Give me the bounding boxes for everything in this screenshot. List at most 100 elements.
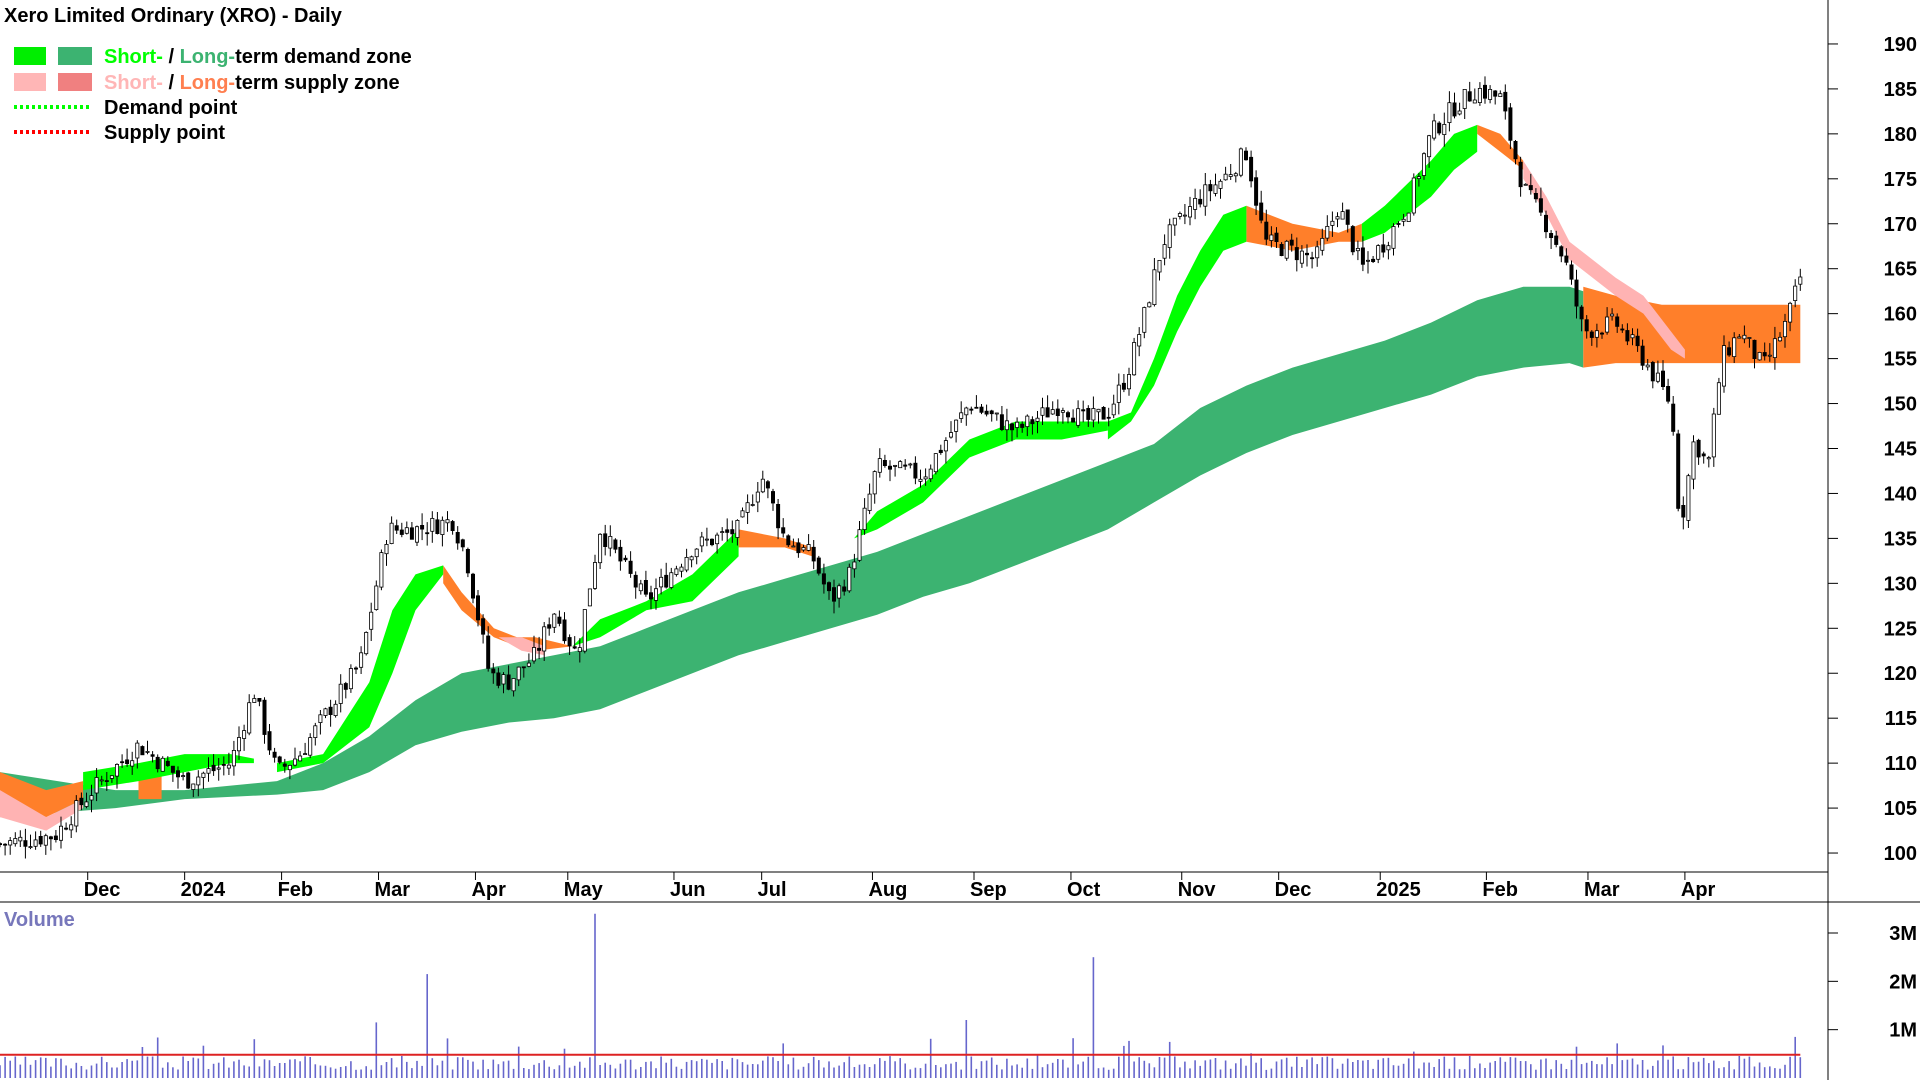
candle-body [989, 410, 994, 415]
candle-body [1666, 385, 1671, 402]
candle-body [786, 535, 791, 546]
candle-body [643, 580, 648, 595]
x-tick-label: Jul [758, 879, 787, 901]
candle-body [308, 737, 313, 756]
candle-body [3, 843, 8, 846]
candle-body [613, 539, 618, 550]
candle-body [562, 619, 567, 642]
candle-body [1386, 245, 1391, 251]
candle-body [135, 742, 140, 759]
candle-body [1579, 306, 1584, 320]
candle-body [59, 825, 64, 841]
candle-body [404, 527, 409, 534]
candle-body [221, 764, 226, 766]
short-term-demand-zone [83, 754, 254, 791]
candle-body [333, 703, 338, 716]
candle-body [1447, 102, 1452, 123]
candle-body [48, 836, 53, 840]
legend-swatch-short [14, 47, 46, 65]
short-term-demand-zone [277, 565, 444, 773]
legend-label: Demand point [104, 97, 238, 119]
candle-body [1376, 245, 1381, 260]
legend-swatch-long [58, 47, 92, 65]
candle-body [1528, 185, 1533, 191]
candle-body [816, 557, 821, 574]
candle-body [196, 776, 201, 786]
candle-body [94, 777, 99, 794]
legend: Short- / Long-term demand zone Short- / L… [14, 46, 412, 144]
candle-body [1706, 457, 1711, 460]
candle-body [1783, 320, 1788, 338]
candle-body [247, 702, 252, 734]
candle-body [481, 618, 486, 635]
candle-body [1711, 413, 1716, 458]
y-tick-label: 130 [1884, 573, 1917, 595]
candle-body [1091, 408, 1096, 421]
candle-body [1294, 247, 1299, 261]
candle-body [1106, 416, 1111, 419]
candle-body [598, 533, 603, 564]
candle-body [1259, 202, 1264, 221]
candle-body [898, 461, 903, 469]
legend-label: Supply point [104, 122, 225, 144]
long-term-supply-zone [443, 565, 536, 647]
candle-body [1391, 226, 1396, 249]
long-term-zone-layer [0, 124, 1801, 818]
candle-body [710, 538, 715, 546]
candle-body [674, 568, 679, 575]
candle-body [1401, 218, 1406, 222]
candle-body [440, 519, 445, 535]
candle-body [99, 779, 104, 782]
candle-body [1513, 140, 1518, 160]
candle-body [1208, 184, 1213, 192]
candle-body [684, 557, 689, 571]
candle-body [150, 754, 155, 757]
candle-body [181, 775, 186, 777]
candle-body [837, 585, 842, 599]
candle-body [1757, 351, 1762, 361]
candle-body [1716, 382, 1721, 415]
y-tick-label: 155 [1884, 349, 1917, 371]
y-tick-label: 125 [1884, 618, 1917, 640]
candle-body [125, 759, 130, 765]
legend-label: Short- / Long-term demand zone [104, 46, 412, 68]
candle-body [908, 463, 913, 466]
volume-tick-label: 1M [1889, 1020, 1917, 1042]
candle-body [389, 522, 394, 545]
candle-body [664, 574, 669, 588]
candle-body [1762, 352, 1767, 357]
candle-body [618, 546, 623, 562]
candle-body [1686, 475, 1691, 521]
candle-body [1238, 148, 1243, 176]
candle-body [69, 824, 74, 831]
candle-body [1605, 316, 1610, 333]
candle-body [1050, 409, 1055, 415]
y-tick-label: 110 [1885, 753, 1917, 775]
candle-body [1416, 176, 1421, 179]
candle-body [252, 698, 257, 703]
y-tick-label: 115 [1885, 708, 1917, 730]
candle-body [1457, 110, 1462, 115]
candle-body [537, 647, 542, 651]
candle-body [1045, 407, 1050, 418]
y-tick-label: 170 [1884, 214, 1917, 236]
candle-body [1340, 211, 1345, 220]
candle-body [1315, 246, 1320, 259]
long-term-supply-zone [1583, 286, 1801, 368]
candle-body [928, 468, 933, 480]
candle-body [1737, 336, 1742, 339]
legend-swatch-short [14, 73, 46, 91]
candle-body [160, 757, 165, 772]
candle-body [862, 507, 867, 531]
candle-body [542, 626, 547, 652]
candle-body [1625, 330, 1630, 342]
candle-body [1020, 423, 1025, 428]
candle-body [1350, 226, 1355, 253]
candle-body [298, 755, 303, 762]
candle-body [1233, 173, 1238, 177]
candle-body [694, 548, 699, 558]
x-tick-label: Sep [970, 879, 1007, 901]
long-term-demand-zone [0, 286, 1584, 818]
